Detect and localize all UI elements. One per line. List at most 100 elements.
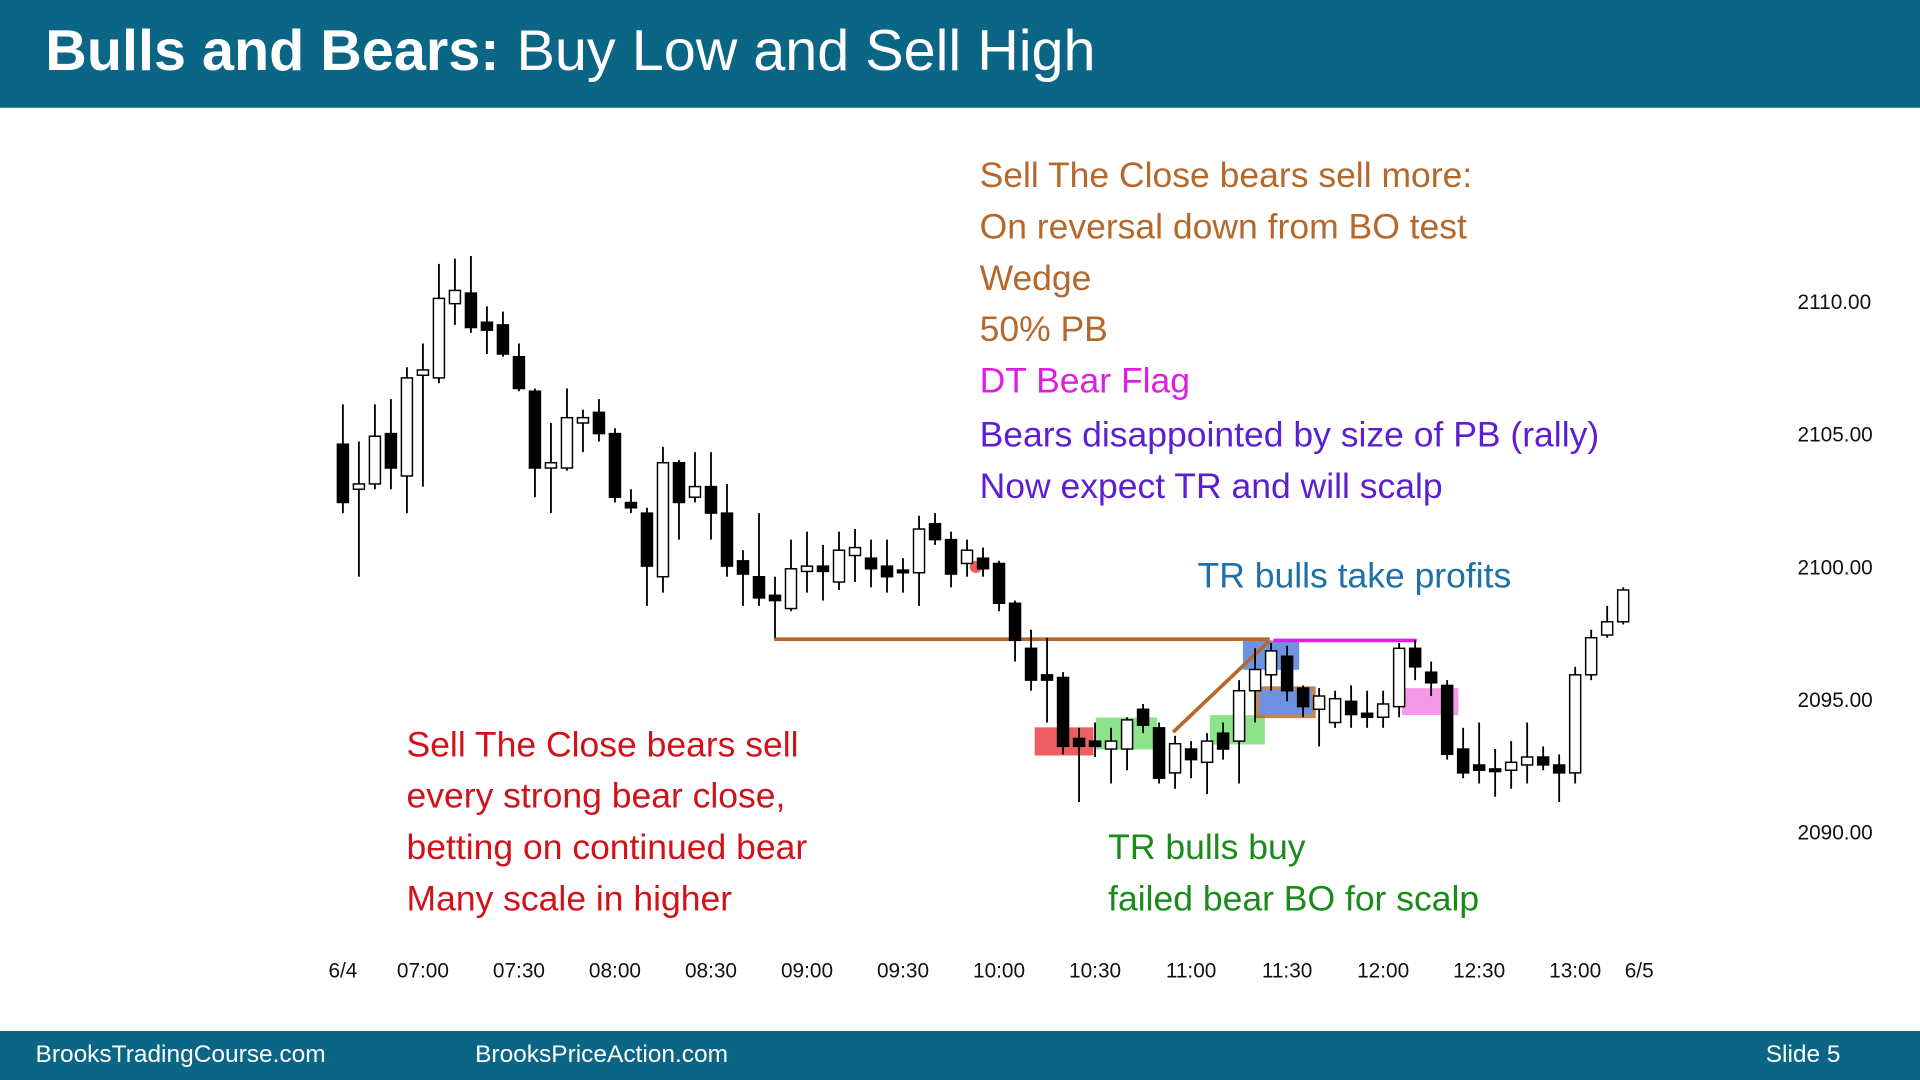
footer-left: BrooksTradingCourse.com [36, 1041, 326, 1068]
candle-body [608, 432, 622, 498]
candle-body [1152, 727, 1166, 779]
candle-body [1120, 719, 1134, 750]
candle-body [912, 528, 926, 574]
annotation: On reversal down from BO test [980, 206, 1467, 246]
candle-body [944, 538, 958, 575]
slide-number: Slide 5 [1766, 1041, 1841, 1068]
annotation: TR bulls buy [1108, 827, 1306, 867]
candle-body [1232, 689, 1246, 742]
candle-body [960, 549, 974, 565]
candle-body [800, 565, 814, 573]
candle-body [560, 416, 574, 469]
candle-body [544, 461, 558, 469]
candle-body [1424, 671, 1438, 684]
candle-body [1280, 655, 1294, 692]
candle-body [1264, 650, 1278, 676]
candle-body [1200, 740, 1214, 764]
candle-body [368, 435, 382, 485]
candle-body [1296, 687, 1310, 708]
candle-body [1136, 708, 1150, 726]
candle-body [1088, 740, 1102, 748]
x-tick-label: 09:00 [781, 960, 833, 983]
y-tick-label: 2105.00 [1798, 424, 1873, 447]
candle-body [1616, 589, 1630, 623]
annotation: Now expect TR and will scalp [980, 466, 1443, 506]
x-tick-label: 07:00 [397, 960, 449, 983]
candle-body [976, 557, 990, 570]
candle-body [352, 483, 366, 490]
annotation: 50% PB [980, 309, 1108, 349]
candle-body [1440, 684, 1454, 756]
candle-body [688, 485, 702, 498]
candle-body [656, 461, 670, 578]
candle-body [1328, 697, 1342, 724]
candle-body [1056, 676, 1070, 748]
candle-body [1312, 695, 1326, 711]
candle-body [1520, 756, 1534, 766]
candle-body [1008, 602, 1022, 642]
candle-body [432, 297, 446, 379]
x-tick-label: 07:30 [493, 960, 545, 983]
candle-body [880, 565, 894, 578]
x-tick-label: 12:30 [1453, 960, 1505, 983]
candle-body [464, 292, 478, 329]
candle-body [1248, 668, 1262, 692]
candle-body [736, 560, 750, 575]
annotation: Wedge [980, 258, 1092, 298]
candle-body [1568, 674, 1582, 774]
x-tick-label: 11:30 [1262, 960, 1313, 983]
wedge-line [1171, 639, 1272, 734]
candle-body [896, 569, 910, 574]
candle-body [592, 411, 606, 435]
candle-body [1456, 748, 1470, 774]
candle-body [1024, 647, 1038, 681]
candle-body [1184, 748, 1198, 761]
header-bar [0, 0, 1920, 108]
x-tick-label: 10:30 [1069, 960, 1121, 983]
candle-body [1392, 647, 1406, 708]
candle-body [864, 557, 878, 570]
candle-body [1376, 703, 1390, 718]
x-tick-label: 11:00 [1166, 960, 1216, 983]
slide-title: Bulls and Bears: Buy Low and Sell High [45, 19, 1095, 83]
candle-body [720, 512, 734, 567]
footer-bar [0, 1031, 1920, 1080]
annotation: failed bear BO for scalp [1108, 879, 1479, 919]
annotation: betting on continued bear [407, 827, 808, 867]
candle-body [1408, 647, 1422, 668]
candle-body [1104, 740, 1118, 750]
candle-body [448, 289, 462, 305]
candle-body [576, 416, 590, 424]
candle-body [528, 390, 542, 469]
candle-body [1600, 621, 1614, 636]
candle-body [1472, 764, 1486, 771]
x-tick-label: 6/4 [328, 960, 357, 983]
candle-body [832, 549, 846, 583]
candle-body [768, 594, 782, 602]
candle-body [1072, 737, 1086, 748]
candle-body [1488, 768, 1502, 773]
annotation: Many scale in higher [407, 879, 733, 919]
candle-body [992, 562, 1006, 604]
y-tick-label: 2090.00 [1798, 821, 1873, 844]
candle-body [1216, 732, 1230, 750]
plot: 2090.00 2095.00 2100.00 2105.00 2110.00 6/4 07… [328, 255, 1873, 983]
candle-body [1360, 712, 1374, 718]
footer-center: BrooksPriceAction.com [475, 1041, 728, 1068]
candle-body [1344, 700, 1358, 716]
candle-body [704, 485, 718, 514]
x-tick-label: 6/5 [1625, 960, 1654, 983]
candle-body [496, 324, 510, 355]
annotation: Sell The Close bears sell more: [980, 155, 1473, 195]
annotation: DT Bear Flag [980, 361, 1190, 401]
candle-body [848, 546, 862, 557]
annotation: Sell The Close bears sell [407, 724, 799, 764]
candle-body [512, 355, 526, 390]
x-tick-label: 10:00 [973, 960, 1025, 983]
candle-body [640, 512, 654, 567]
candle-body [416, 369, 430, 376]
y-tick-label: 2100.00 [1798, 556, 1873, 579]
x-tick-label: 13:00 [1549, 960, 1601, 983]
annotation: TR bulls take profits [1198, 555, 1512, 595]
